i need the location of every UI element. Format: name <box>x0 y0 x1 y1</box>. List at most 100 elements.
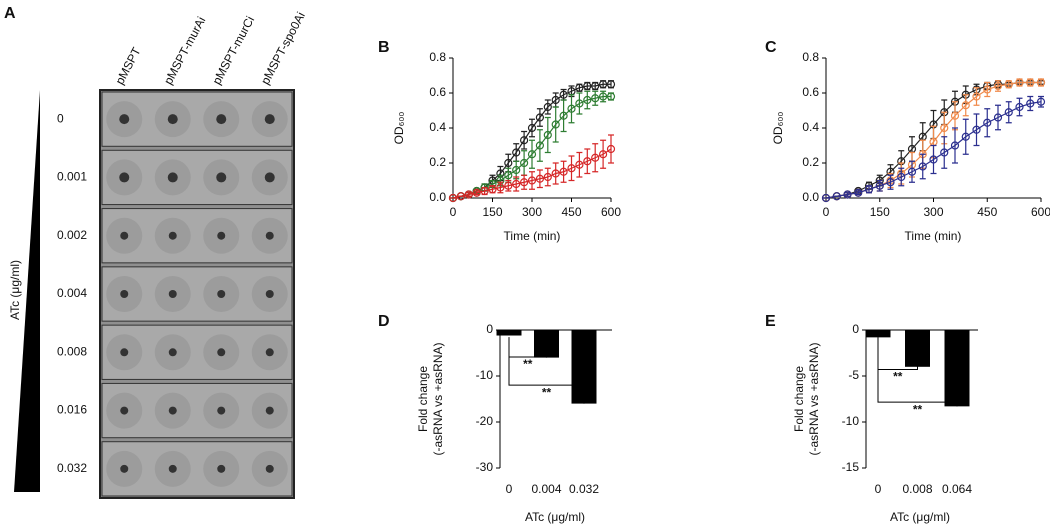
marker <box>583 95 592 105</box>
marker <box>504 181 513 190</box>
y-tick-label: -10 <box>842 414 860 428</box>
x-tick-label: 0 <box>506 482 513 496</box>
marker <box>929 155 938 164</box>
marker <box>559 167 568 176</box>
column-header: pMSPT-murAi <box>161 14 208 87</box>
error-bar <box>995 104 1001 131</box>
y-tick-label: 0.0 <box>429 190 446 204</box>
marker <box>567 164 576 173</box>
marker <box>961 132 970 141</box>
colony <box>217 464 226 473</box>
panel-label: E <box>765 313 776 330</box>
error-bar <box>592 143 599 173</box>
marker <box>993 113 1003 122</box>
error-bar <box>529 139 535 169</box>
colony <box>168 348 177 357</box>
y-tick-label: -5 <box>848 368 859 382</box>
y-tick-label: 0.4 <box>802 120 819 134</box>
x-tick-label: 150 <box>870 205 890 219</box>
marker <box>512 148 521 157</box>
significance-label: ** <box>542 385 552 399</box>
marker <box>843 190 852 199</box>
marker <box>598 80 608 89</box>
colony <box>265 290 274 298</box>
marker <box>535 141 545 150</box>
marker <box>854 188 863 197</box>
marker <box>886 178 895 187</box>
error-bar <box>1005 101 1012 124</box>
marker <box>821 193 831 203</box>
marker <box>583 157 592 166</box>
error-bar <box>872 333 884 338</box>
marker <box>606 92 616 101</box>
marker <box>961 101 970 110</box>
error-bar <box>536 129 543 162</box>
y-tick-label: 0.4 <box>429 120 446 134</box>
significance-label: ** <box>523 357 533 371</box>
panel-label: B <box>378 39 390 56</box>
error-bar <box>584 90 591 110</box>
colony <box>264 172 275 183</box>
marker <box>551 95 560 105</box>
marker <box>940 148 949 157</box>
colony <box>265 464 274 473</box>
marker <box>1036 97 1046 106</box>
marker <box>950 141 960 150</box>
colony <box>120 348 129 357</box>
error-bar <box>536 108 543 127</box>
x-tick-label: 0.064 <box>942 482 972 496</box>
error-bar <box>521 150 528 176</box>
row-label: 0.008 <box>57 344 87 358</box>
y-axis-label: (-asRNA vs +asRNA) <box>431 342 445 455</box>
marker <box>567 104 576 113</box>
y-axis-label: Fold change <box>416 366 430 432</box>
colony <box>119 172 130 183</box>
marker <box>583 81 592 91</box>
marker <box>575 160 584 169</box>
colony <box>120 231 129 240</box>
error-bar <box>513 143 520 162</box>
x-tick-label: 0 <box>823 205 830 219</box>
error-bar <box>592 90 599 106</box>
y-axis-label: OD₆₀₀ <box>392 112 406 145</box>
error-bar <box>1016 97 1023 117</box>
y-tick-label: 0.8 <box>802 50 819 64</box>
x-tick-label: 0 <box>450 205 457 219</box>
marker <box>512 179 521 189</box>
marker <box>551 169 560 178</box>
error-bar <box>513 160 520 180</box>
marker <box>535 174 545 183</box>
marker <box>527 123 537 133</box>
error-bar <box>898 167 905 187</box>
y-tick-label: 0.8 <box>429 50 446 64</box>
error-bar <box>560 99 567 133</box>
column-header: pMSPT-murCi <box>209 14 257 87</box>
marker <box>591 81 600 91</box>
column-header: pMSPT-spo0Ai <box>258 10 308 87</box>
row-label: 0.004 <box>57 286 87 300</box>
error-bar <box>568 94 575 124</box>
colony <box>168 464 177 473</box>
row-label: 0.032 <box>57 461 87 475</box>
colony <box>167 172 178 183</box>
panel-label: A <box>4 5 16 22</box>
x-tick-label: 600 <box>601 205 621 219</box>
marker <box>1015 102 1024 112</box>
error-bar <box>600 139 607 169</box>
error-bar <box>919 153 926 180</box>
y-tick-label: 0.6 <box>802 85 819 99</box>
marker <box>559 90 568 99</box>
marker <box>1026 99 1035 108</box>
error-bar <box>521 130 528 150</box>
row-label: 0.001 <box>57 170 87 184</box>
significance-bracket <box>877 337 958 403</box>
marker <box>559 111 568 120</box>
y-label: ATc (μg/ml) <box>8 260 22 320</box>
x-tick-label: 450 <box>561 205 581 219</box>
error-bar <box>1027 95 1034 112</box>
marker <box>864 185 874 194</box>
marker <box>940 123 949 133</box>
colony <box>120 290 129 298</box>
error-bar <box>952 101 958 131</box>
